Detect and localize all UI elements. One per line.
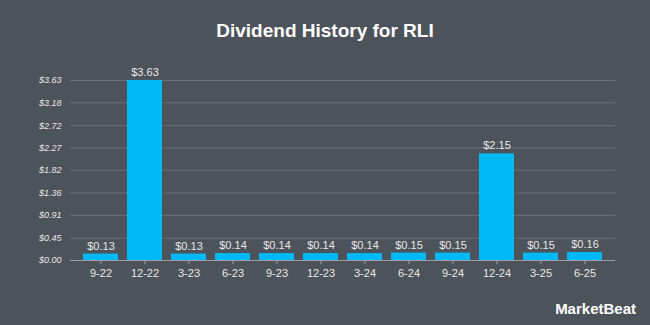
svg-text:9-23: 9-23 [266, 267, 288, 279]
svg-text:$1.36: $1.36 [38, 188, 62, 198]
svg-text:$0.13: $0.13 [175, 240, 203, 252]
svg-text:3-25: 3-25 [530, 267, 552, 279]
svg-text:$3.63: $3.63 [38, 75, 62, 85]
svg-text:$2.27: $2.27 [38, 143, 63, 153]
svg-text:$0.15: $0.15 [527, 239, 555, 251]
svg-text:$0.14: $0.14 [307, 239, 335, 251]
svg-text:3-23: 3-23 [178, 267, 200, 279]
svg-text:$0.16: $0.16 [571, 238, 599, 250]
svg-text:$0.14: $0.14 [351, 239, 379, 251]
svg-text:3-24: 3-24 [354, 267, 376, 279]
svg-text:$0.15: $0.15 [439, 239, 467, 251]
html-text:Dividend History for RLI: Dividend History for RLI [216, 20, 434, 41]
svg-text:6-23: 6-23 [222, 267, 244, 279]
svg-text:$2.72: $2.72 [38, 121, 62, 131]
svg-text:$2.15: $2.15 [483, 139, 511, 151]
svg-text:$0.00: $0.00 [38, 255, 62, 265]
svg-text:6-25: 6-25 [574, 267, 596, 279]
svg-text:$3.63: $3.63 [131, 66, 159, 78]
svg-text:$3.18: $3.18 [38, 98, 62, 108]
svg-text:$1.82: $1.82 [38, 165, 62, 175]
svg-text:6-24: 6-24 [398, 267, 420, 279]
svg-text:9-22: 9-22 [90, 267, 112, 279]
svg-text:9-24: 9-24 [442, 267, 464, 279]
svg-text:12-24: 12-24 [483, 267, 511, 279]
svg-text:$0.13: $0.13 [87, 240, 115, 252]
svg-text:$0.15: $0.15 [395, 239, 423, 251]
svg-text:12-23: 12-23 [307, 267, 335, 279]
html-text:MarketBeat: MarketBeat [555, 300, 636, 317]
svg-text:$0.14: $0.14 [263, 239, 291, 251]
svg-text:12-22: 12-22 [131, 267, 159, 279]
svg-text:$0.14: $0.14 [219, 239, 247, 251]
svg-text:$0.45: $0.45 [38, 233, 63, 243]
svg-text:$0.91: $0.91 [38, 210, 62, 220]
